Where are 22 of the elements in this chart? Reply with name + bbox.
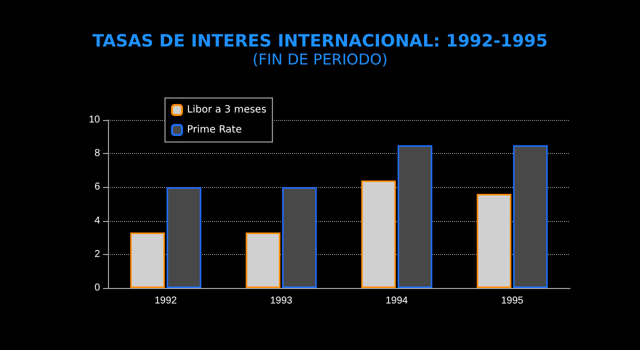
y-tick-label: 10 xyxy=(88,114,100,126)
bar xyxy=(282,187,317,288)
legend-label: Libor a 3 meses xyxy=(187,104,266,116)
bar xyxy=(130,232,165,288)
x-tick-label: 1993 xyxy=(270,296,293,306)
y-tick-label: 2 xyxy=(94,248,100,260)
bar xyxy=(246,232,280,288)
x-tick-label: 1995 xyxy=(501,296,524,306)
chart-title: TASAS DE INTERES INTERNACIONAL: 1992-1995 xyxy=(92,32,548,52)
bar xyxy=(398,145,432,288)
bar xyxy=(166,187,202,288)
legend-label: Prime Rate xyxy=(187,124,242,136)
y-tick-label: 4 xyxy=(94,215,100,226)
bar xyxy=(513,145,548,288)
y-tick-label: 0 xyxy=(94,282,100,294)
bar xyxy=(476,194,512,288)
bar xyxy=(361,180,396,288)
chart-subtitle: (FIN DE PERIODO) xyxy=(252,50,388,68)
x-tick-label: 1994 xyxy=(386,296,408,306)
y-tick-label: 6 xyxy=(94,182,100,193)
y-tick-label: 8 xyxy=(94,148,100,160)
x-tick-label: 1992 xyxy=(154,296,178,306)
